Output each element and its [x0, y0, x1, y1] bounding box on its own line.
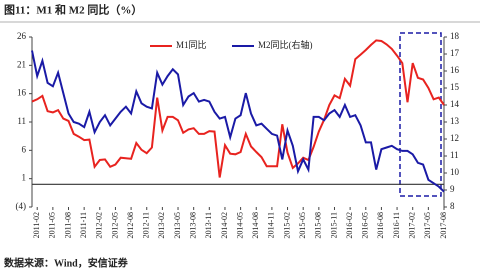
- y-tick-label: 16: [17, 88, 27, 98]
- x-tick-label: 2015-02: [282, 212, 291, 239]
- x-tick-label: 2011-05: [48, 212, 57, 238]
- x-tick-label: 2012-08: [126, 212, 135, 239]
- legend-label: M1同比: [176, 39, 207, 50]
- x-tick-label: 2016-02: [345, 212, 354, 239]
- x-tick-label: 2017-02: [408, 212, 417, 239]
- x-tick-label: 2013-02: [157, 212, 166, 239]
- x-tick-label: 2011-11: [79, 212, 88, 238]
- x-tick-label: 2011-08: [63, 212, 72, 238]
- y-tick-label: 11: [17, 116, 26, 126]
- x-tick-label: 2017-08: [439, 212, 448, 239]
- highlight-box: [399, 32, 442, 197]
- x-tick-label: 2016-11: [392, 212, 401, 238]
- x-tick-label: 2016-08: [376, 212, 385, 239]
- x-tick-label: 2013-05: [173, 212, 182, 239]
- legend-label: M2同比(右轴): [258, 39, 313, 50]
- y2-tick-label: 15: [450, 82, 460, 92]
- y2-tick-label: 8: [450, 201, 455, 211]
- x-tick-label: 2014-05: [235, 212, 244, 239]
- x-tick-label: 2014-11: [267, 212, 276, 238]
- x-tick-label: 2013-08: [188, 212, 197, 239]
- y2-tick-label: 11: [450, 150, 459, 160]
- y-tick-label: 21: [17, 59, 26, 69]
- y2-tick-label: 12: [450, 133, 459, 143]
- series-line: [31, 39, 445, 178]
- x-tick-label: 2012-05: [110, 212, 119, 239]
- y2-tick-label: 13: [450, 116, 460, 126]
- x-tick-label: 2012-02: [95, 212, 104, 239]
- x-tick-label: 2014-08: [251, 212, 260, 239]
- y-tick-label: 1: [22, 173, 27, 183]
- y2-tick-label: 10: [450, 167, 460, 177]
- x-tick-label: 2012-11: [142, 212, 151, 238]
- x-tick-label: 2014-02: [220, 212, 229, 239]
- y-tick-label: 26: [17, 31, 27, 41]
- x-tick-label: 2015-05: [298, 212, 307, 239]
- chart-title: 图11：M1 和 M2 同比（%）: [4, 3, 142, 17]
- y2-tick-label: 17: [450, 48, 460, 58]
- x-tick-label: 2015-08: [314, 212, 323, 239]
- y2-tick-label: 14: [450, 99, 460, 109]
- x-tick-label: 2011-02: [32, 212, 41, 238]
- y-tick-label: (4): [16, 201, 27, 211]
- series-line: [31, 50, 445, 193]
- x-tick-label: 2016-05: [361, 212, 370, 239]
- x-tick-label: 2017-05: [423, 212, 432, 239]
- y-tick-label: 6: [22, 144, 27, 154]
- x-tick-label: 2015-11: [329, 212, 338, 238]
- y2-tick-label: 9: [450, 184, 455, 194]
- x-tick-label: 2013-11: [204, 212, 213, 238]
- source: 数据来源：Wind，安信证券: [4, 256, 129, 269]
- y2-tick-label: 18: [450, 31, 460, 41]
- y2-tick-label: 16: [450, 65, 460, 75]
